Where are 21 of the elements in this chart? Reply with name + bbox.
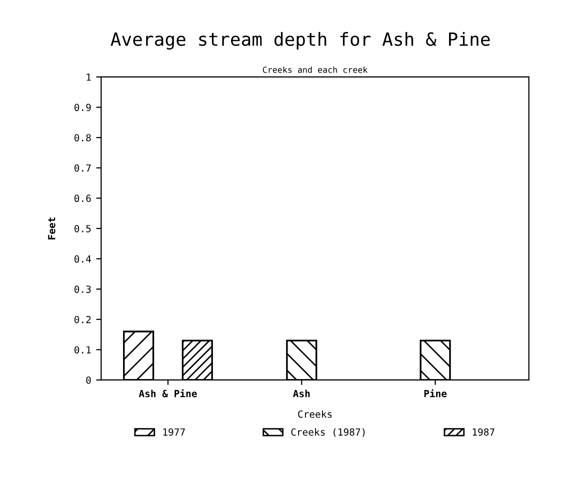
chart-title: Average stream depth for Ash & Pine: [110, 32, 490, 50]
y-tick-label: 0.2: [74, 316, 91, 324]
x-tick-label: Pine: [424, 389, 447, 398]
y-tick-label: 0.3: [74, 286, 91, 293]
y-tick-label: 0.6: [74, 194, 91, 202]
y-tick-label: 0.8: [74, 134, 91, 142]
legend-label: 1977: [163, 428, 185, 436]
y-tick-label: 0.5: [74, 224, 91, 232]
y-tick-label: 0.1: [74, 346, 91, 354]
y-tick-label: 0.9: [74, 104, 91, 112]
x-tick-label: Ash: [293, 390, 310, 398]
y-tick-label: 0.4: [74, 255, 91, 263]
y-tick-label: 0: [86, 376, 91, 384]
y-axis-title: Feet: [48, 218, 56, 240]
chart-subtitle: Creeks and each creek: [262, 66, 368, 73]
legend-label: 1987: [472, 428, 494, 436]
x-tick-label: Ash & Pine: [138, 389, 197, 398]
y-tick-label: 0.7: [74, 164, 91, 172]
legend-label: Creeks (1987): [291, 428, 365, 437]
y-tick-label: 1: [86, 74, 91, 81]
x-axis-title: Creeks: [298, 410, 332, 418]
